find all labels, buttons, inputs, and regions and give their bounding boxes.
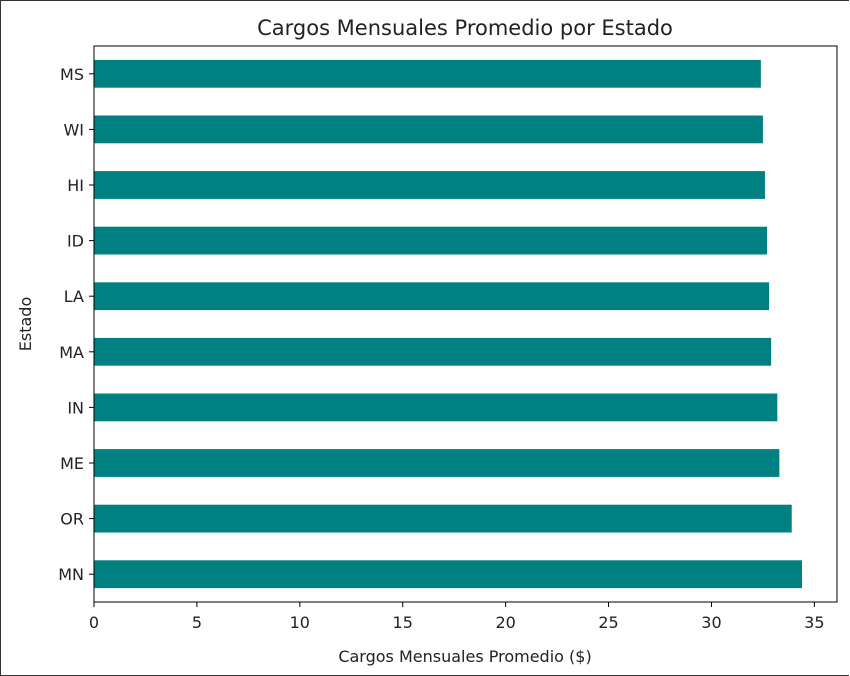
bar-in [94,393,778,422]
x-tick-label: 5 [192,613,202,632]
x-tick-label: 30 [701,613,721,632]
y-tick-group: MN OR ME IN MA LA ID HI WI MS [58,65,94,584]
bar-ms [94,59,761,88]
y-axis-label: Estado [16,297,35,351]
y-tick-label: HI [67,176,84,195]
bars-group [94,59,803,589]
x-tick-group: 0 5 10 15 20 25 30 35 [89,602,825,632]
y-tick-label: MS [60,65,84,84]
y-tick-label: OR [60,510,84,529]
x-tick-label: 35 [804,613,824,632]
plot-area-frame [93,45,838,603]
bar-ma [94,337,772,366]
y-tick-label: ID [67,232,84,251]
y-tick-label: MA [59,343,84,362]
bar-id [94,226,768,255]
chart-title: Cargos Mensuales Promedio por Estado [257,16,673,40]
y-tick-label: MN [58,565,84,584]
x-tick-label: 10 [290,613,310,632]
bar-me [94,449,780,477]
x-axis-label: Cargos Mensuales Promedio ($) [338,647,591,666]
x-tick-label: 20 [495,613,515,632]
bar-or [94,504,792,533]
bar-la [94,282,770,311]
bar-wi [94,115,763,144]
x-tick-label: 15 [393,613,413,632]
y-tick-label: IN [67,398,84,417]
x-tick-label: 25 [598,613,618,632]
y-tick-label: ME [60,454,84,473]
y-tick-label: LA [64,287,84,306]
x-tick-label: 0 [89,613,99,632]
y-tick-label: WI [63,120,84,139]
bar-mn [94,560,803,589]
bar-hi [94,171,765,199]
